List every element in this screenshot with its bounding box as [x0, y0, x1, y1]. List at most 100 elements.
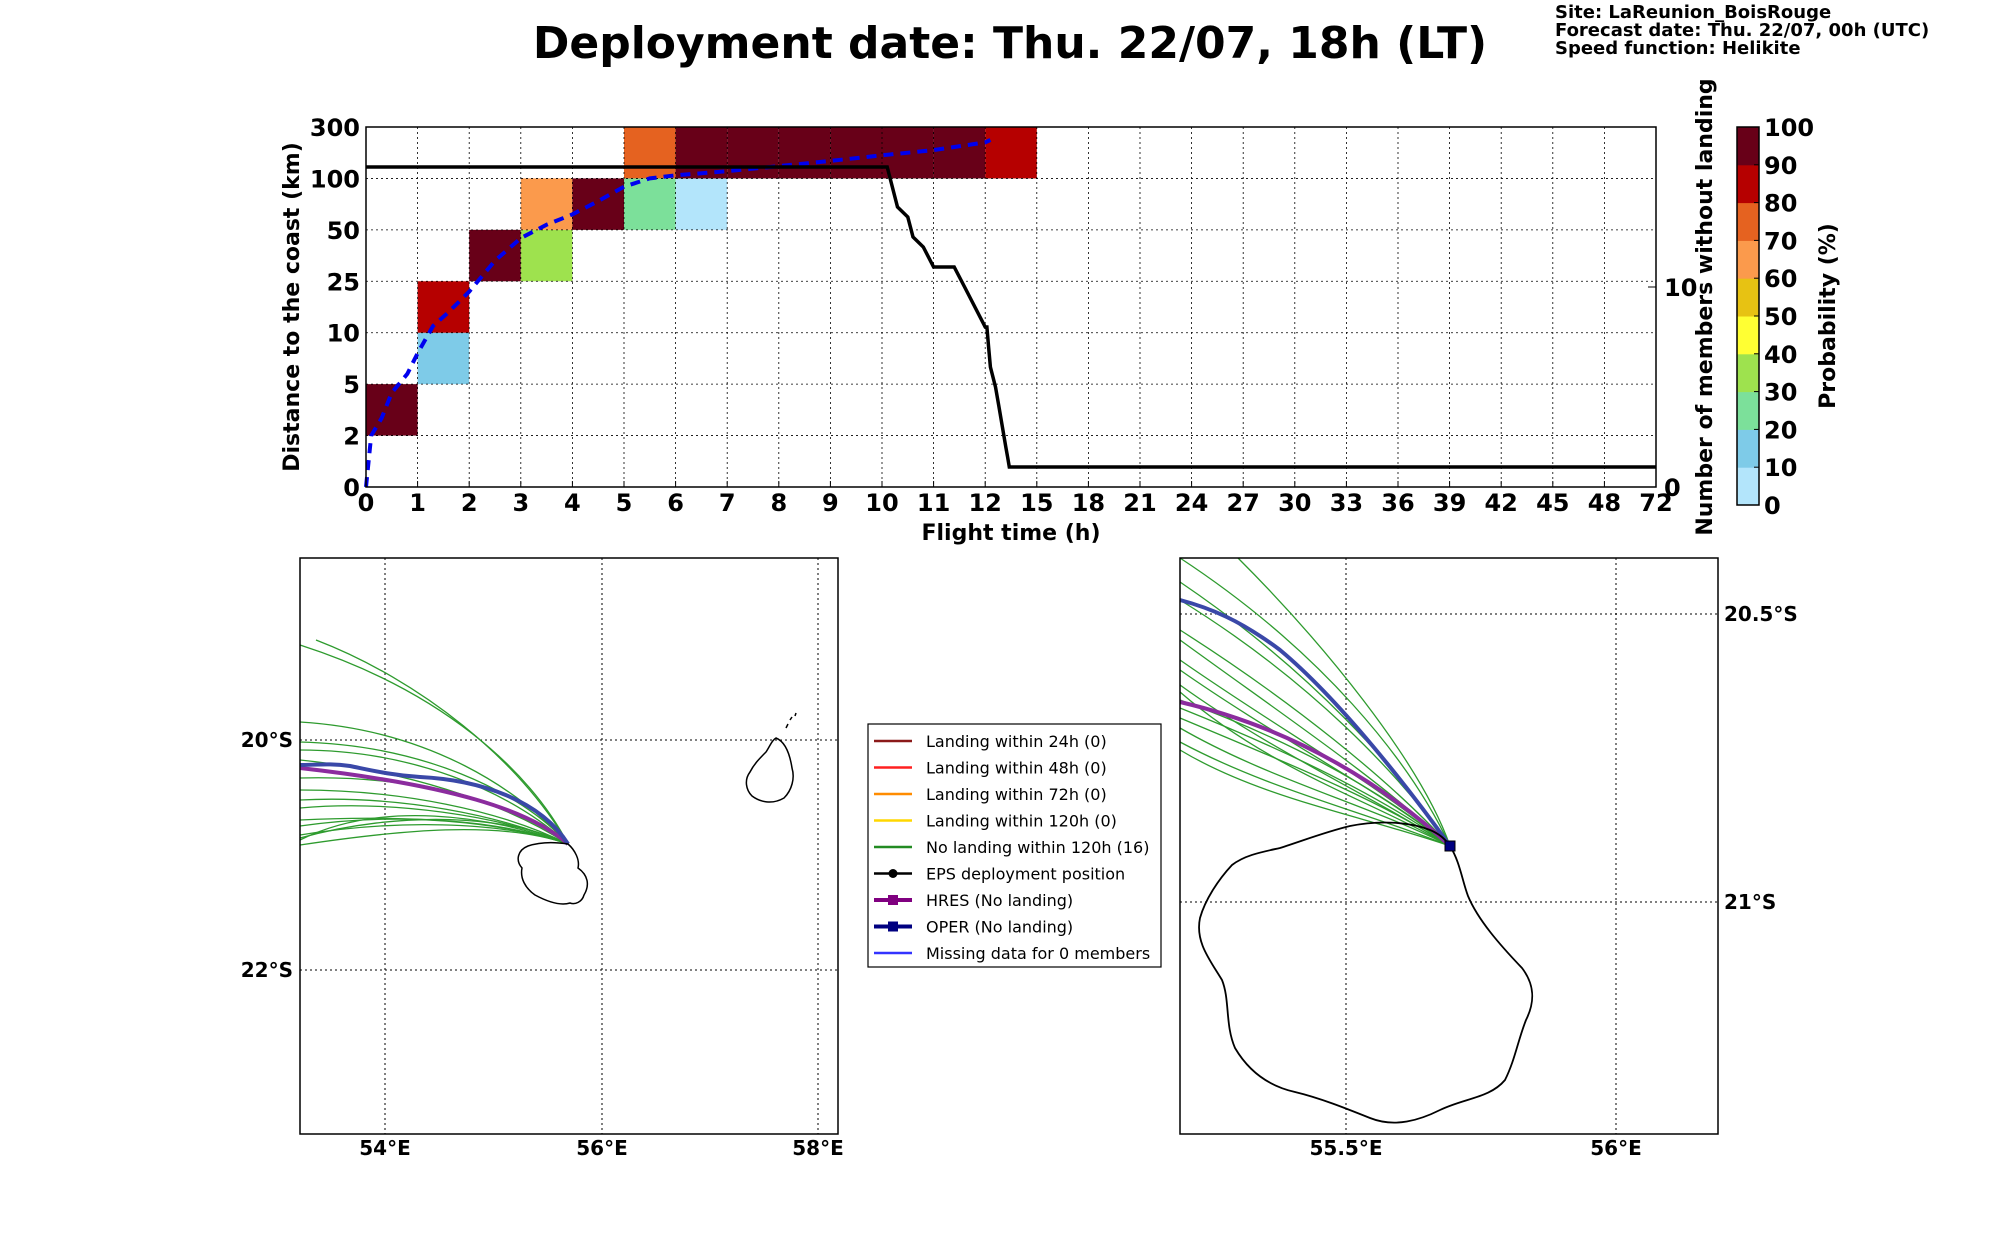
map-left-x-tick: 54°E [359, 1136, 411, 1160]
x-tick-label: 11 [917, 489, 950, 517]
y-axis-label: Distance to the coast (km) [280, 142, 305, 472]
legend-label: Missing data for 0 members [926, 944, 1150, 963]
x-tick-label: 5 [616, 489, 633, 517]
trajectory-line [1179, 699, 1451, 847]
probability-cell [572, 178, 624, 230]
map-right-grid [1180, 558, 1718, 1134]
reunion-coastline [517, 841, 589, 905]
x-tick-label: 48 [1588, 489, 1621, 517]
x-tick-label: 2 [461, 489, 478, 517]
x-tick-label: 33 [1330, 489, 1363, 517]
legend-label: Landing within 120h (0) [926, 812, 1117, 831]
legend-marker [888, 921, 898, 932]
members-without-landing-line [366, 165, 1656, 469]
y-tick-label: 300 [310, 114, 360, 142]
colorbar-cell [1737, 353, 1759, 393]
x-tick-label: 21 [1123, 489, 1156, 517]
colorbar-tick-label: 90 [1764, 152, 1797, 180]
trajectory-line [1179, 691, 1451, 847]
colorbar: 0 10 20 30 40 50 60 70 80 90 100 Probability (%) [1736, 114, 1841, 520]
y-tick-label: 2 [343, 423, 360, 451]
trajectory-line [1179, 629, 1451, 847]
colorbar-cell [1737, 164, 1759, 204]
legend-label: Landing within 48h (0) [926, 759, 1107, 778]
map-left-x-tick: 58°E [792, 1136, 844, 1160]
colorbar-cell [1737, 127, 1759, 166]
trajectory-line [299, 815, 569, 845]
figure-title: Deployment date: Thu. 22/07, 18h (LT) [533, 18, 1487, 69]
x-tick-label: 3 [512, 489, 529, 517]
top-x-ticks: 0 1 2 3 4 5 6 7 8 9 10 11 12 15 18 21 24 27 30 33 36 39 42 45 48… [358, 481, 1673, 517]
colorbar-cell [1737, 467, 1759, 506]
mean-distance-curve [364, 138, 992, 488]
y2-tick-label: 0 [1664, 474, 1681, 502]
y-tick-label: 50 [327, 217, 360, 245]
probability-cell [624, 127, 676, 179]
probability-cell [778, 127, 831, 179]
trajectory-line [299, 749, 569, 845]
trajectory-line [1179, 749, 1451, 847]
trajectory-line [299, 644, 569, 845]
colorbar-cells [1737, 127, 1759, 506]
map-left: 54°E 56°E 58°E 20°S 22°S [241, 557, 844, 1160]
legend-label: Landing within 24h (0) [926, 732, 1107, 751]
map-right-y-tick: 21°S [1724, 890, 1776, 914]
colorbar-tick-label: 10 [1764, 454, 1797, 482]
probability-cell [469, 229, 521, 282]
colorbar-tick-label: 30 [1764, 379, 1797, 407]
x-tick-label: 42 [1484, 489, 1517, 517]
trajectory-line [1179, 717, 1451, 847]
y-tick-label: 0 [343, 474, 360, 502]
y-tick-label: 100 [310, 165, 360, 193]
site-info: Site: LaReunion_BoisRouge [1555, 2, 1831, 23]
y-tick-label: 10 [327, 320, 360, 348]
legend-label: Landing within 72h (0) [926, 785, 1107, 804]
y2-axis-label: Number of members without landing [1693, 78, 1718, 535]
map-right-x-tick: 55.5°E [1309, 1136, 1382, 1160]
trajectory-line [299, 805, 569, 845]
mauritius-coastline [745, 737, 794, 803]
x-tick-label: 1 [409, 489, 426, 517]
x-tick-label: 8 [770, 489, 787, 517]
colorbar-cell [1737, 391, 1759, 430]
trajectory-line [1179, 727, 1451, 847]
map-left-grid [300, 558, 838, 1134]
map-left-y-tick: 22°S [241, 958, 293, 982]
map-right-y-tick: 20.5°S [1724, 602, 1798, 626]
legend-frame [867, 723, 1162, 968]
probability-cell [675, 127, 728, 179]
x-tick-label: 39 [1433, 489, 1466, 517]
top-lines [364, 138, 1656, 488]
probability-cell [520, 229, 573, 282]
x-tick-label: 10 [865, 489, 898, 517]
x-tick-label: 12 [968, 489, 1001, 517]
x-tick-label: 6 [667, 489, 684, 517]
legend-marker [888, 895, 898, 905]
colorbar-cell [1737, 278, 1759, 317]
legend-label: No landing within 120h (16) [926, 838, 1149, 857]
x-tick-label: 24 [1175, 489, 1208, 517]
ensemble-trajectories [299, 639, 569, 846]
x-tick-label: 18 [1072, 489, 1105, 517]
x-tick-label: 0 [358, 489, 375, 517]
trajectory-line [315, 639, 569, 845]
legend: Landing within 24h (0) Landing within 48h… [867, 723, 1162, 968]
colorbar-cell [1737, 316, 1759, 355]
colorbar-tick-label: 50 [1764, 303, 1797, 331]
colorbar-tick-label: 20 [1764, 416, 1797, 444]
colorbar-cell [1737, 429, 1759, 468]
colorbar-ticks: 0 10 20 30 40 50 60 70 80 90 100 [1754, 114, 1814, 520]
hres-trajectory [1179, 700, 1452, 848]
x-tick-label: 4 [564, 489, 581, 517]
top-grid [366, 127, 1656, 487]
probability-cell [675, 178, 728, 230]
y-tick-label: 25 [327, 268, 360, 296]
legend-items: Landing within 24h (0) Landing within 48h… [874, 732, 1150, 963]
probability-cell [933, 127, 986, 179]
reunion-coastline-zoom [1198, 821, 1534, 1124]
deployment-marker [1444, 840, 1456, 852]
y-tick-label: 5 [343, 371, 360, 399]
colorbar-label: Probability (%) [1816, 223, 1841, 409]
trajectory-line [299, 818, 569, 845]
